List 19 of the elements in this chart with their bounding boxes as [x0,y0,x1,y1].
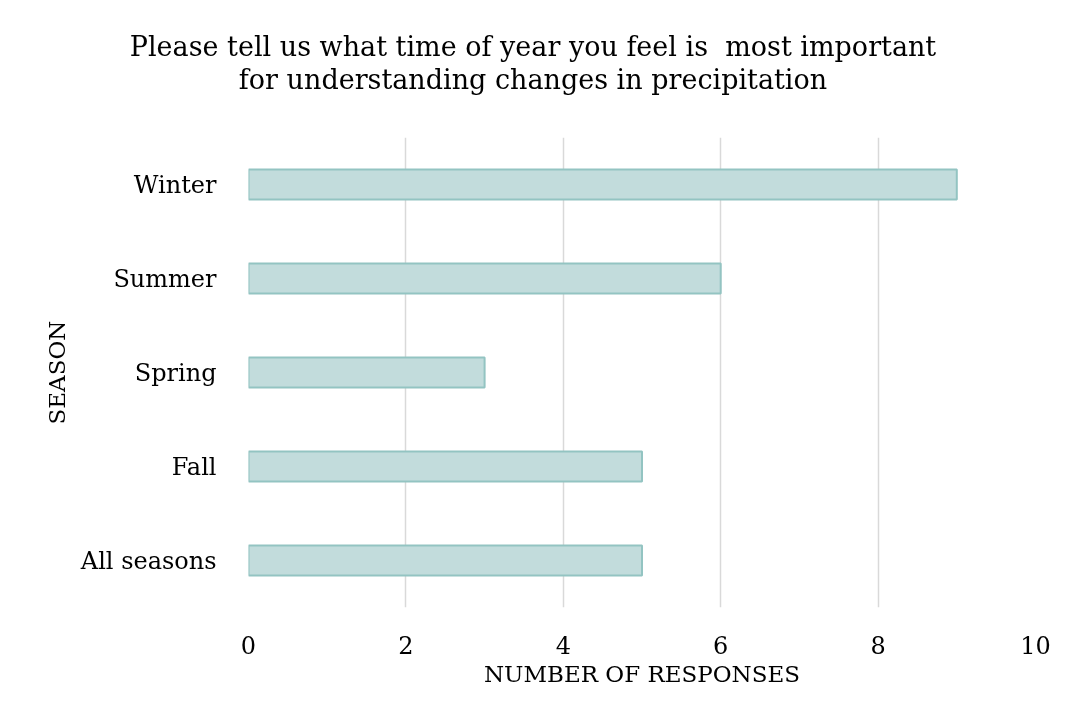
x-tick-label: 4 [555,631,571,660]
y-axis-title: SEASON [43,320,70,425]
x-tick-label: 8 [870,631,886,660]
bar [248,262,722,295]
chart-title: Please tell us what time of year you feel is most important for understanding changes in precipitation [129,30,937,96]
y-tick-label: Fall [171,452,217,481]
bar [248,168,958,201]
y-tick-label: Spring [134,358,217,387]
x-tick-label: 2 [398,631,414,660]
y-tick-label: Winter [133,170,218,199]
y-tick-label: Summer [113,264,218,293]
bar [248,450,643,483]
x-tick-label: 10 [1020,631,1051,660]
y-tick-label: All seasons [79,546,217,575]
bar [248,544,643,577]
x-axis-title: NUMBER OF RESPONSES [483,660,801,687]
x-tick-label: 6 [713,631,729,660]
bar [248,356,486,389]
x-tick-label: 0 [240,631,257,660]
